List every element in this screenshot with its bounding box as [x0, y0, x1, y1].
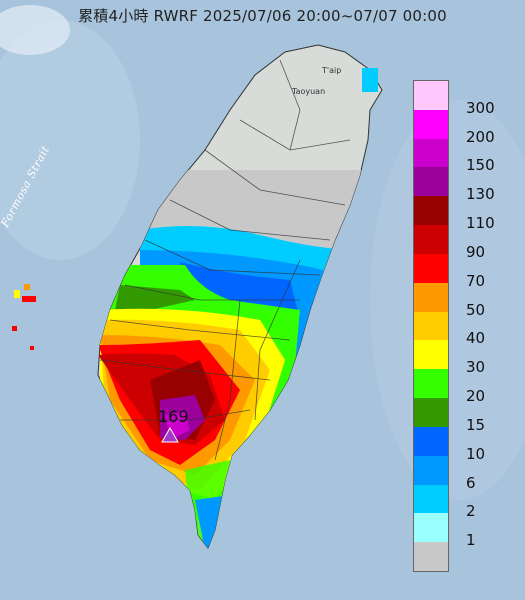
legend-swatch	[414, 426, 448, 457]
legend-swatch	[414, 167, 448, 197]
legend-label: 50	[466, 300, 486, 319]
peak-marker-icon	[161, 426, 179, 443]
legend-swatch	[414, 282, 448, 313]
legend-swatch	[414, 253, 448, 284]
legend-label: 300	[466, 98, 495, 117]
legend-swatch	[414, 398, 448, 428]
place-taoyuan: Taoyuan	[292, 87, 326, 96]
penghu-islands	[12, 284, 36, 350]
color-legend	[413, 80, 449, 572]
legend-swatch	[414, 542, 448, 572]
legend-label: 1	[466, 531, 476, 550]
cloud-texture	[0, 20, 140, 260]
county-boundaries	[99, 59, 351, 461]
legend-label: 40	[466, 329, 486, 348]
legend-label: 10	[466, 444, 486, 463]
legend-label: 110	[466, 214, 495, 233]
peak-value: 169	[158, 407, 189, 426]
legend-label: 2	[466, 502, 476, 521]
legend-swatch	[414, 109, 448, 140]
legend-swatch	[414, 484, 448, 514]
rain-north-tip	[362, 68, 378, 92]
place-taipei: T'aip	[322, 66, 342, 75]
legend-label: 20	[466, 387, 486, 406]
legend-swatch	[414, 225, 448, 255]
legend-swatch	[414, 81, 448, 111]
legend-label: 150	[466, 156, 495, 175]
legend-swatch	[414, 340, 448, 370]
legend-swatch	[414, 369, 448, 399]
legend-swatch	[414, 513, 448, 543]
legend-label: 200	[466, 127, 495, 146]
rain-15mm	[115, 285, 195, 310]
legend-label: 70	[466, 271, 486, 290]
legend-swatch	[414, 455, 448, 486]
legend-swatch	[414, 311, 448, 341]
legend-label: 15	[466, 415, 486, 434]
legend-swatch	[414, 138, 448, 168]
map-title: 累積4小時 RWRF 2025/07/06 20:00~07/07 00:00	[78, 7, 447, 25]
legend-label: 130	[466, 185, 495, 204]
legend-label: 30	[466, 358, 486, 377]
legend-label: 90	[466, 242, 486, 261]
cloud-texture	[0, 5, 70, 55]
legend-swatch	[414, 196, 448, 226]
legend-label: 6	[466, 473, 476, 492]
